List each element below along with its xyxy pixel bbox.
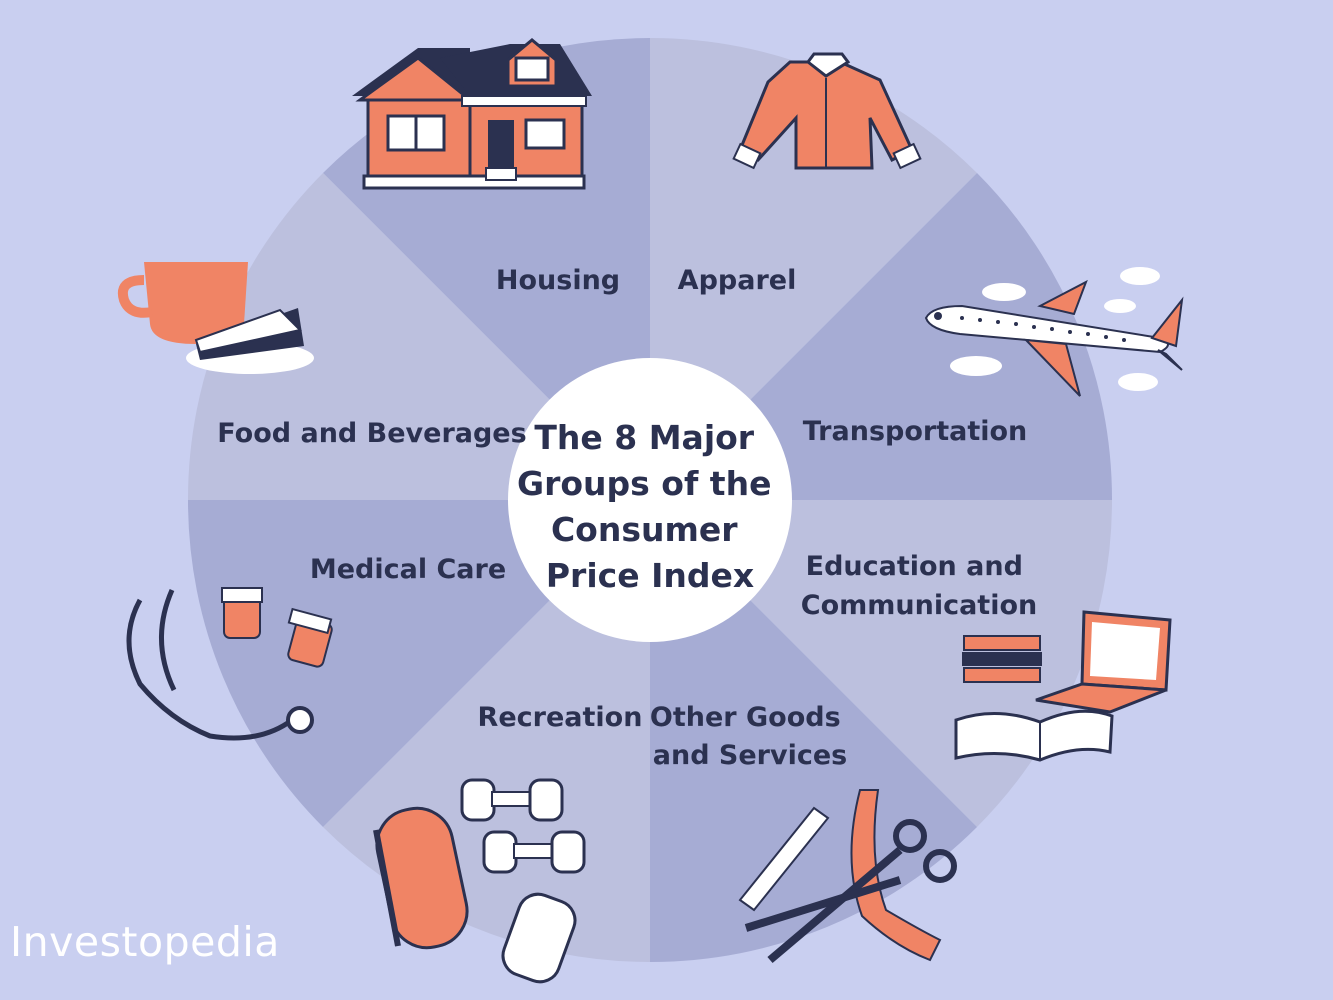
- house-icon: [352, 38, 592, 190]
- label-education-and-communication: Education and Communication: [801, 551, 1038, 621]
- label-medical-care: Medical Care: [310, 554, 506, 585]
- shirt-icon: [732, 52, 922, 170]
- label-other-goods-and-services: Other Goods and Services: [650, 702, 850, 771]
- label-food-and-beverages: Food and Beverages: [217, 418, 526, 449]
- label-apparel: Apparel: [678, 265, 797, 296]
- label-recreation: Recreation: [478, 702, 643, 733]
- laptop-books-icon: [954, 610, 1172, 762]
- scissors-comb-icon: [738, 789, 957, 964]
- center-circle: [508, 358, 792, 642]
- investopedia-logo: Investopedia: [10, 918, 280, 966]
- label-housing: Housing: [496, 265, 620, 296]
- label-transportation: Transportation: [803, 416, 1028, 447]
- coffee-cake-icon: [118, 262, 314, 374]
- dumbbells-icon: [373, 778, 586, 984]
- center-title: The 8 Major Groups of the Consumer Price…: [517, 418, 783, 595]
- stethoscope-icon: [126, 587, 333, 741]
- airplane-icon: [924, 267, 1184, 397]
